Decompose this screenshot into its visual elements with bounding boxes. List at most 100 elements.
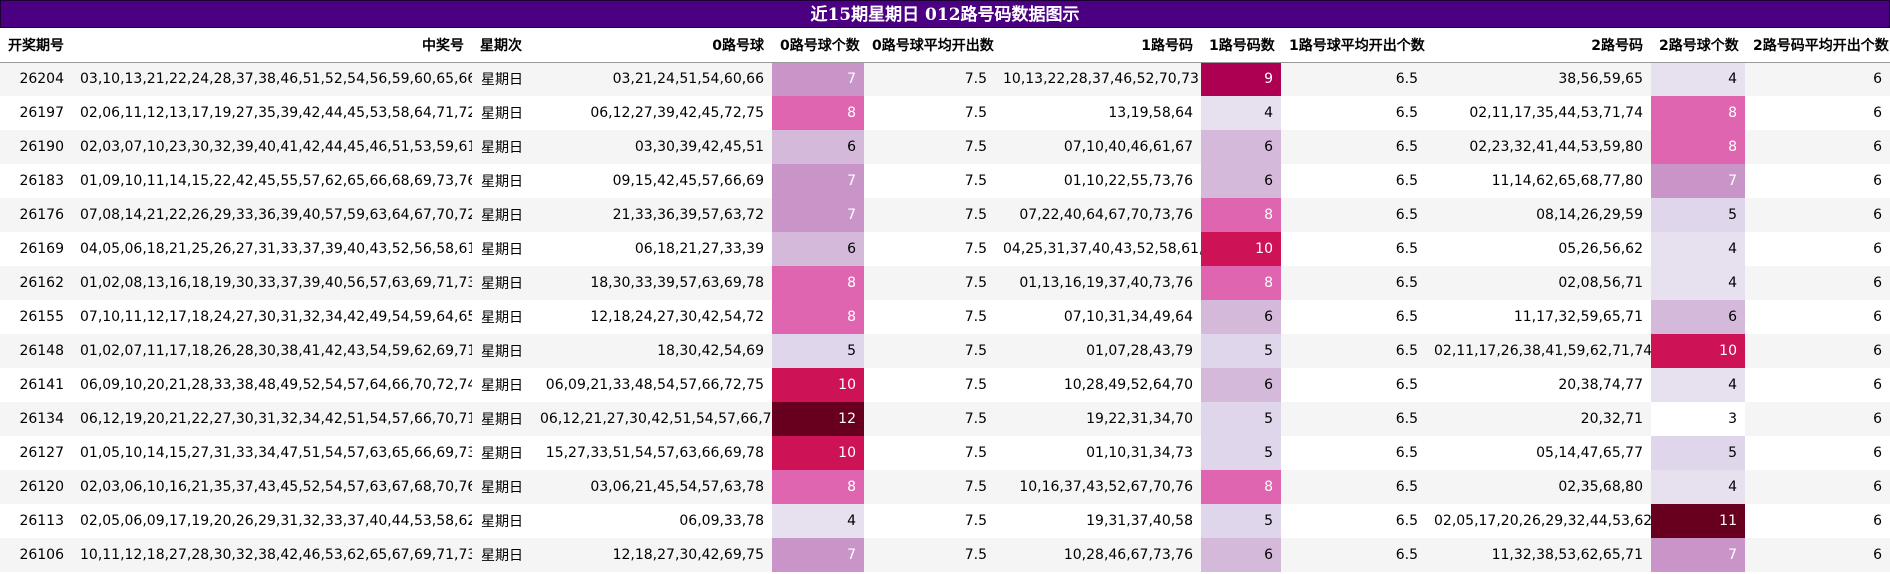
numbers-cell: 01,02,08,13,16,18,19,30,33,37,39,40,56,5…: [72, 266, 472, 300]
r1-avg-cell: 6.5: [1281, 232, 1426, 266]
weekday-cell: 星期日: [472, 130, 532, 164]
issue-cell: 26197: [0, 96, 72, 130]
r1-avg-cell: 6.5: [1281, 96, 1426, 130]
r1-avg-cell: 6.5: [1281, 334, 1426, 368]
table-row: 26148 01,02,07,11,17,18,26,28,30,38,41,42…: [0, 334, 1890, 368]
numbers-cell: 07,08,14,21,22,26,29,33,36,39,40,57,59,6…: [72, 198, 472, 232]
weekday-cell: 星期日: [472, 368, 532, 402]
weekday-cell: 星期日: [472, 164, 532, 198]
r2-avg-cell: 6: [1745, 368, 1890, 402]
issue-cell: 26120: [0, 470, 72, 504]
r1-count-cell: 6: [1201, 130, 1281, 164]
r0-avg-cell: 7.5: [864, 96, 995, 130]
table-row: 26106 10,11,12,18,27,28,30,32,38,42,46,53…: [0, 538, 1890, 572]
r0-avg-cell: 7.5: [864, 130, 995, 164]
r0-count-cell: 7: [772, 164, 864, 198]
r2-count-cell: 4: [1651, 368, 1745, 402]
weekday-cell: 星期日: [472, 96, 532, 130]
r0-avg-cell: 7.5: [864, 402, 995, 436]
r1-avg-cell: 6.5: [1281, 470, 1426, 504]
r2-numbers-cell: 02,08,56,71: [1426, 266, 1651, 300]
r2-avg-cell: 6: [1745, 436, 1890, 470]
col-header-r1-avg: 1路号球平均开出个数: [1281, 28, 1426, 63]
r1-avg-cell: 6.5: [1281, 368, 1426, 402]
r2-avg-cell: 6: [1745, 62, 1890, 96]
r1-numbers-cell: 07,10,31,34,49,64: [995, 300, 1201, 334]
r2-avg-cell: 6: [1745, 266, 1890, 300]
numbers-cell: 10,11,12,18,27,28,30,32,38,42,46,53,62,6…: [72, 538, 472, 572]
r0-count-cell: 6: [772, 130, 864, 164]
r1-count-cell: 5: [1201, 334, 1281, 368]
table-row: 26155 07,10,11,12,17,18,24,27,30,31,32,34…: [0, 300, 1890, 334]
r2-avg-cell: 6: [1745, 402, 1890, 436]
table-row: 26127 01,05,10,14,15,27,31,33,34,47,51,54…: [0, 436, 1890, 470]
r2-count-cell: 4: [1651, 266, 1745, 300]
table-row: 26120 02,03,06,10,16,21,35,37,43,45,52,54…: [0, 470, 1890, 504]
r0-count-cell: 7: [772, 62, 864, 96]
chart-title: 近15期星期日 012路号码数据图示: [0, 0, 1890, 28]
r0-avg-cell: 7.5: [864, 62, 995, 96]
r1-count-cell: 6: [1201, 368, 1281, 402]
r1-count-cell: 4: [1201, 96, 1281, 130]
r0-count-cell: 12: [772, 402, 864, 436]
r1-count-cell: 6: [1201, 300, 1281, 334]
col-header-r1-count: 1路号码数: [1201, 28, 1281, 63]
r0-count-cell: 8: [772, 96, 864, 130]
r0-numbers-cell: 18,30,42,54,69: [532, 334, 772, 368]
r1-numbers-cell: 10,28,49,52,64,70: [995, 368, 1201, 402]
r0-avg-cell: 7.5: [864, 300, 995, 334]
r2-avg-cell: 6: [1745, 164, 1890, 198]
table-body: 26204 03,10,13,21,22,24,28,37,38,46,51,52…: [0, 62, 1890, 572]
col-header-weekday: 星期次: [472, 28, 532, 63]
r0-count-cell: 6: [772, 232, 864, 266]
col-header-r0: 0路号球: [532, 28, 772, 63]
col-header-r0-avg: 0路号球平均开出数: [864, 28, 995, 63]
numbers-cell: 03,10,13,21,22,24,28,37,38,46,51,52,54,5…: [72, 62, 472, 96]
r1-count-cell: 10: [1201, 232, 1281, 266]
r0-count-cell: 10: [772, 436, 864, 470]
issue-cell: 26169: [0, 232, 72, 266]
r0-avg-cell: 7.5: [864, 504, 995, 538]
weekday-cell: 星期日: [472, 266, 532, 300]
r1-avg-cell: 6.5: [1281, 130, 1426, 164]
numbers-cell: 01,09,10,11,14,15,22,42,45,55,57,62,65,6…: [72, 164, 472, 198]
r0-numbers-cell: 06,18,21,27,33,39: [532, 232, 772, 266]
r2-numbers-cell: 05,14,47,65,77: [1426, 436, 1651, 470]
issue-cell: 26134: [0, 402, 72, 436]
r0-numbers-cell: 06,09,33,78: [532, 504, 772, 538]
weekday-cell: 星期日: [472, 470, 532, 504]
r2-count-cell: 10: [1651, 334, 1745, 368]
r0-numbers-cell: 03,30,39,42,45,51: [532, 130, 772, 164]
r0-numbers-cell: 03,21,24,51,54,60,66: [532, 62, 772, 96]
r2-numbers-cell: 08,14,26,29,59: [1426, 198, 1651, 232]
r0-numbers-cell: 06,09,21,33,48,54,57,66,72,75: [532, 368, 772, 402]
r1-numbers-cell: 10,13,22,28,37,46,52,70,73: [995, 62, 1201, 96]
r1-numbers-cell: 10,28,46,67,73,76: [995, 538, 1201, 572]
r0-numbers-cell: 12,18,24,27,30,42,54,72: [532, 300, 772, 334]
weekday-cell: 星期日: [472, 334, 532, 368]
r2-numbers-cell: 02,11,17,35,44,53,71,74: [1426, 96, 1651, 130]
table-row: 26183 01,09,10,11,14,15,22,42,45,55,57,62…: [0, 164, 1890, 198]
r1-count-cell: 5: [1201, 402, 1281, 436]
r1-avg-cell: 6.5: [1281, 538, 1426, 572]
header-row: 开奖期号 中奖号 星期次 0路号球 0路号球个数 0路号球平均开出数 1路号码 …: [0, 28, 1890, 63]
r2-count-cell: 3: [1651, 402, 1745, 436]
table-row: 26134 06,12,19,20,21,22,27,30,31,32,34,42…: [0, 402, 1890, 436]
r0-numbers-cell: 06,12,27,39,42,45,72,75: [532, 96, 772, 130]
r2-numbers-cell: 02,23,32,41,44,53,59,80: [1426, 130, 1651, 164]
r1-avg-cell: 6.5: [1281, 504, 1426, 538]
table-row: 26204 03,10,13,21,22,24,28,37,38,46,51,52…: [0, 62, 1890, 96]
r2-numbers-cell: 02,35,68,80: [1426, 470, 1651, 504]
table-row: 26141 06,09,10,20,21,28,33,38,48,49,52,54…: [0, 368, 1890, 402]
r0-avg-cell: 7.5: [864, 198, 995, 232]
r0-avg-cell: 7.5: [864, 266, 995, 300]
r2-numbers-cell: 11,32,38,53,62,65,71: [1426, 538, 1651, 572]
r1-numbers-cell: 13,19,58,64: [995, 96, 1201, 130]
numbers-cell: 07,10,11,12,17,18,24,27,30,31,32,34,42,4…: [72, 300, 472, 334]
r0-numbers-cell: 21,33,36,39,57,63,72: [532, 198, 772, 232]
numbers-cell: 02,06,11,12,13,17,19,27,35,39,42,44,45,5…: [72, 96, 472, 130]
r2-avg-cell: 6: [1745, 334, 1890, 368]
numbers-cell: 01,05,10,14,15,27,31,33,34,47,51,54,57,6…: [72, 436, 472, 470]
numbers-cell: 04,05,06,18,21,25,26,27,31,33,37,39,40,4…: [72, 232, 472, 266]
